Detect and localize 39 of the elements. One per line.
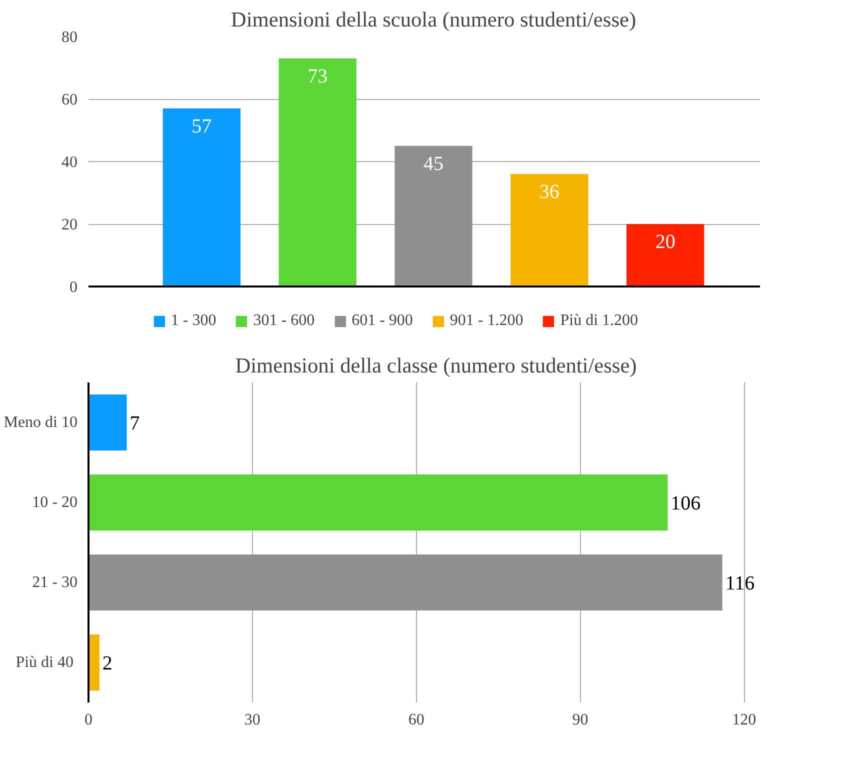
- legend-label: Più di 1.200: [560, 312, 638, 330]
- bar: [510, 174, 588, 286]
- bar: [88, 554, 722, 610]
- bar: [626, 224, 704, 286]
- y-tick-label: 40: [62, 154, 78, 171]
- legend-label: 1 - 300: [170, 312, 216, 330]
- bar: [88, 394, 127, 450]
- chart-title: Dimensioni della scuola (numero studenti/esse): [230, 8, 636, 32]
- data-label: 36: [539, 181, 560, 203]
- x-tick-label: 30: [244, 712, 260, 728]
- x-tick-label: 90: [572, 712, 588, 728]
- data-label: 20: [655, 231, 676, 253]
- y-tick-label: 0: [70, 279, 78, 296]
- legend-label: 901 - 1.200: [450, 312, 524, 330]
- data-label: 45: [424, 152, 444, 175]
- y-tick-label: Meno di 10: [4, 414, 78, 431]
- data-label: 116: [725, 572, 755, 594]
- bar: [162, 108, 240, 286]
- data-label: 7: [130, 412, 140, 434]
- data-label: 2: [102, 652, 112, 674]
- y-tick-label: 80: [62, 29, 78, 46]
- x-tick-label: 60: [408, 712, 424, 728]
- y-tick-label: 60: [62, 92, 78, 108]
- x-tick-label: 0: [84, 712, 92, 728]
- y-tick-label: Più di 40: [16, 654, 74, 671]
- data-label: 73: [308, 65, 328, 88]
- data-label: 106: [670, 492, 701, 514]
- chart-title: Dimensioni della classe (numero studenti/esse): [235, 354, 637, 378]
- bar: [394, 146, 472, 286]
- bar: [88, 474, 668, 530]
- y-tick-label: 21 - 30: [32, 574, 78, 591]
- legend-label: 601 - 900: [352, 312, 413, 330]
- x-tick-label: 120: [732, 712, 756, 728]
- data-label: 57: [192, 115, 212, 138]
- legend-label: 301 - 600: [253, 312, 315, 330]
- y-tick-label: 10 - 20: [32, 494, 78, 511]
- y-tick-label: 20: [62, 216, 78, 234]
- bar: [88, 634, 100, 690]
- bar: [278, 58, 356, 286]
